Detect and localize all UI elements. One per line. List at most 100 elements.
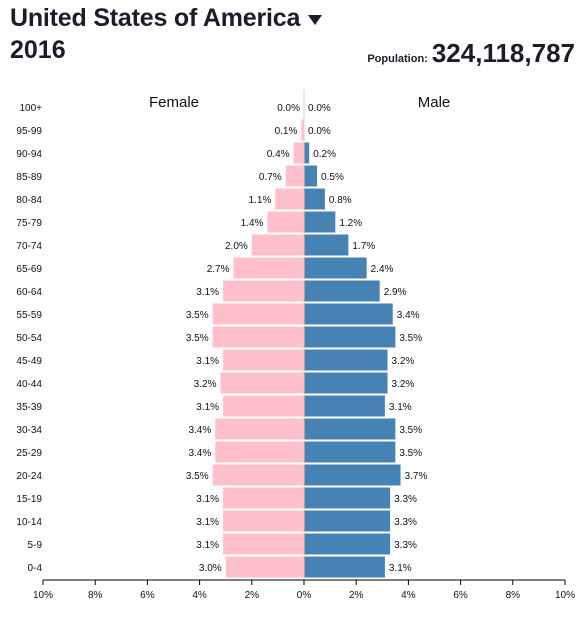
male-bar[interactable] [304, 556, 385, 578]
male-value-label: 3.5% [399, 333, 422, 344]
male-value-label: 3.4% [397, 310, 420, 321]
male-value-label: 3.2% [392, 356, 415, 367]
female-value-label: 0.7% [259, 172, 282, 183]
male-value-label: 0.8% [329, 195, 352, 206]
age-group-label: 55-59 [16, 310, 42, 321]
female-bar[interactable] [212, 464, 304, 486]
female-bar[interactable] [267, 211, 304, 233]
x-axis-tick-label: 4% [192, 590, 207, 601]
country-selector[interactable]: United States of America [10, 4, 323, 33]
female-bar[interactable] [223, 510, 304, 532]
female-bar[interactable] [215, 418, 304, 440]
male-value-label: 0.5% [321, 172, 344, 183]
age-group-label: 25-29 [16, 448, 42, 459]
male-value-label: 3.7% [405, 471, 428, 482]
male-bar[interactable] [304, 165, 318, 187]
population-label: Population: [367, 53, 428, 65]
female-value-label: 0.4% [267, 149, 290, 160]
x-axis-tick-label: 6% [140, 590, 155, 601]
female-bar[interactable] [293, 142, 304, 164]
female-value-label: 3.1% [196, 402, 219, 413]
x-axis-tick-label: 10% [33, 590, 53, 601]
female-bar[interactable] [223, 487, 304, 509]
female-value-label: 1.4% [241, 218, 264, 229]
male-bar[interactable] [304, 510, 391, 532]
male-bar[interactable] [304, 395, 385, 417]
female-value-label: 0.1% [275, 126, 298, 137]
population-readout: Population: 324,118,787 [367, 38, 575, 69]
male-value-label: 2.9% [384, 287, 407, 298]
male-bar[interactable] [304, 188, 325, 210]
x-axis-tick-label: 10% [555, 590, 575, 601]
male-bar[interactable] [304, 142, 310, 164]
female-bar[interactable] [223, 533, 304, 555]
female-bar[interactable] [301, 119, 304, 141]
country-title[interactable]: United States of America [10, 4, 301, 32]
male-bar[interactable] [304, 441, 396, 463]
male-bar[interactable] [304, 487, 391, 509]
female-bar[interactable] [251, 234, 304, 256]
male-bar[interactable] [304, 234, 349, 256]
chart-header: United States of America 2016 Population… [10, 2, 575, 69]
female-value-label: 3.4% [188, 448, 211, 459]
age-group-label: 60-64 [16, 287, 42, 298]
female-bar[interactable] [233, 257, 304, 279]
male-value-label: 0.0% [308, 126, 331, 137]
male-bar[interactable] [304, 464, 401, 486]
male-value-label: 3.1% [389, 402, 412, 413]
male-bar[interactable] [304, 257, 367, 279]
male-bar[interactable] [304, 533, 391, 555]
male-value-label: 0.0% [308, 103, 331, 114]
female-bar[interactable] [285, 165, 304, 187]
male-value-label: 3.1% [389, 563, 412, 574]
age-group-label: 65-69 [16, 264, 42, 275]
female-bar[interactable] [212, 326, 304, 348]
legend-female-label: Female [149, 94, 199, 111]
female-value-label: 2.7% [207, 264, 230, 275]
male-bar[interactable] [304, 418, 396, 440]
x-axis-tick-label: 6% [453, 590, 468, 601]
age-group-label: 20-24 [16, 471, 42, 482]
female-value-label: 3.1% [196, 540, 219, 551]
female-value-label: 3.1% [196, 494, 219, 505]
female-value-label: 1.1% [248, 195, 271, 206]
age-group-label: 80-84 [16, 195, 42, 206]
age-group-label: 35-39 [16, 402, 42, 413]
female-bar[interactable] [275, 188, 304, 210]
caret-down-icon[interactable] [308, 15, 323, 25]
age-group-label: 0-4 [28, 563, 43, 574]
x-axis-tick-label: 0% [297, 590, 312, 601]
male-bar[interactable] [304, 372, 388, 394]
x-axis-tick-label: 8% [506, 590, 521, 601]
male-value-label: 3.5% [399, 425, 422, 436]
male-bar[interactable] [304, 349, 388, 371]
female-value-label: 3.1% [196, 517, 219, 528]
age-group-label: 50-54 [16, 333, 42, 344]
male-bar[interactable] [304, 326, 396, 348]
female-value-label: 3.5% [186, 333, 209, 344]
female-value-label: 3.5% [186, 471, 209, 482]
male-value-label: 3.5% [399, 448, 422, 459]
male-value-label: 1.2% [339, 218, 362, 229]
female-bar[interactable] [223, 349, 304, 371]
population-value: 324,118,787 [431, 38, 575, 68]
female-bar[interactable] [220, 372, 304, 394]
x-axis-tick-label: 8% [88, 590, 103, 601]
female-value-label: 3.1% [196, 287, 219, 298]
age-group-label: 40-44 [16, 379, 42, 390]
female-value-label: 3.0% [199, 563, 222, 574]
female-bar[interactable] [215, 441, 304, 463]
female-value-label: 3.1% [196, 356, 219, 367]
female-bar[interactable] [223, 280, 304, 302]
age-group-label: 15-19 [16, 494, 42, 505]
male-bar[interactable] [304, 280, 380, 302]
male-value-label: 1.7% [352, 241, 375, 252]
female-bar[interactable] [223, 395, 304, 417]
male-bar[interactable] [304, 303, 393, 325]
age-group-label: 90-94 [16, 149, 42, 160]
female-bar[interactable] [225, 556, 304, 578]
female-bar[interactable] [212, 303, 304, 325]
male-bar[interactable] [304, 211, 336, 233]
male-value-label: 3.3% [394, 494, 417, 505]
